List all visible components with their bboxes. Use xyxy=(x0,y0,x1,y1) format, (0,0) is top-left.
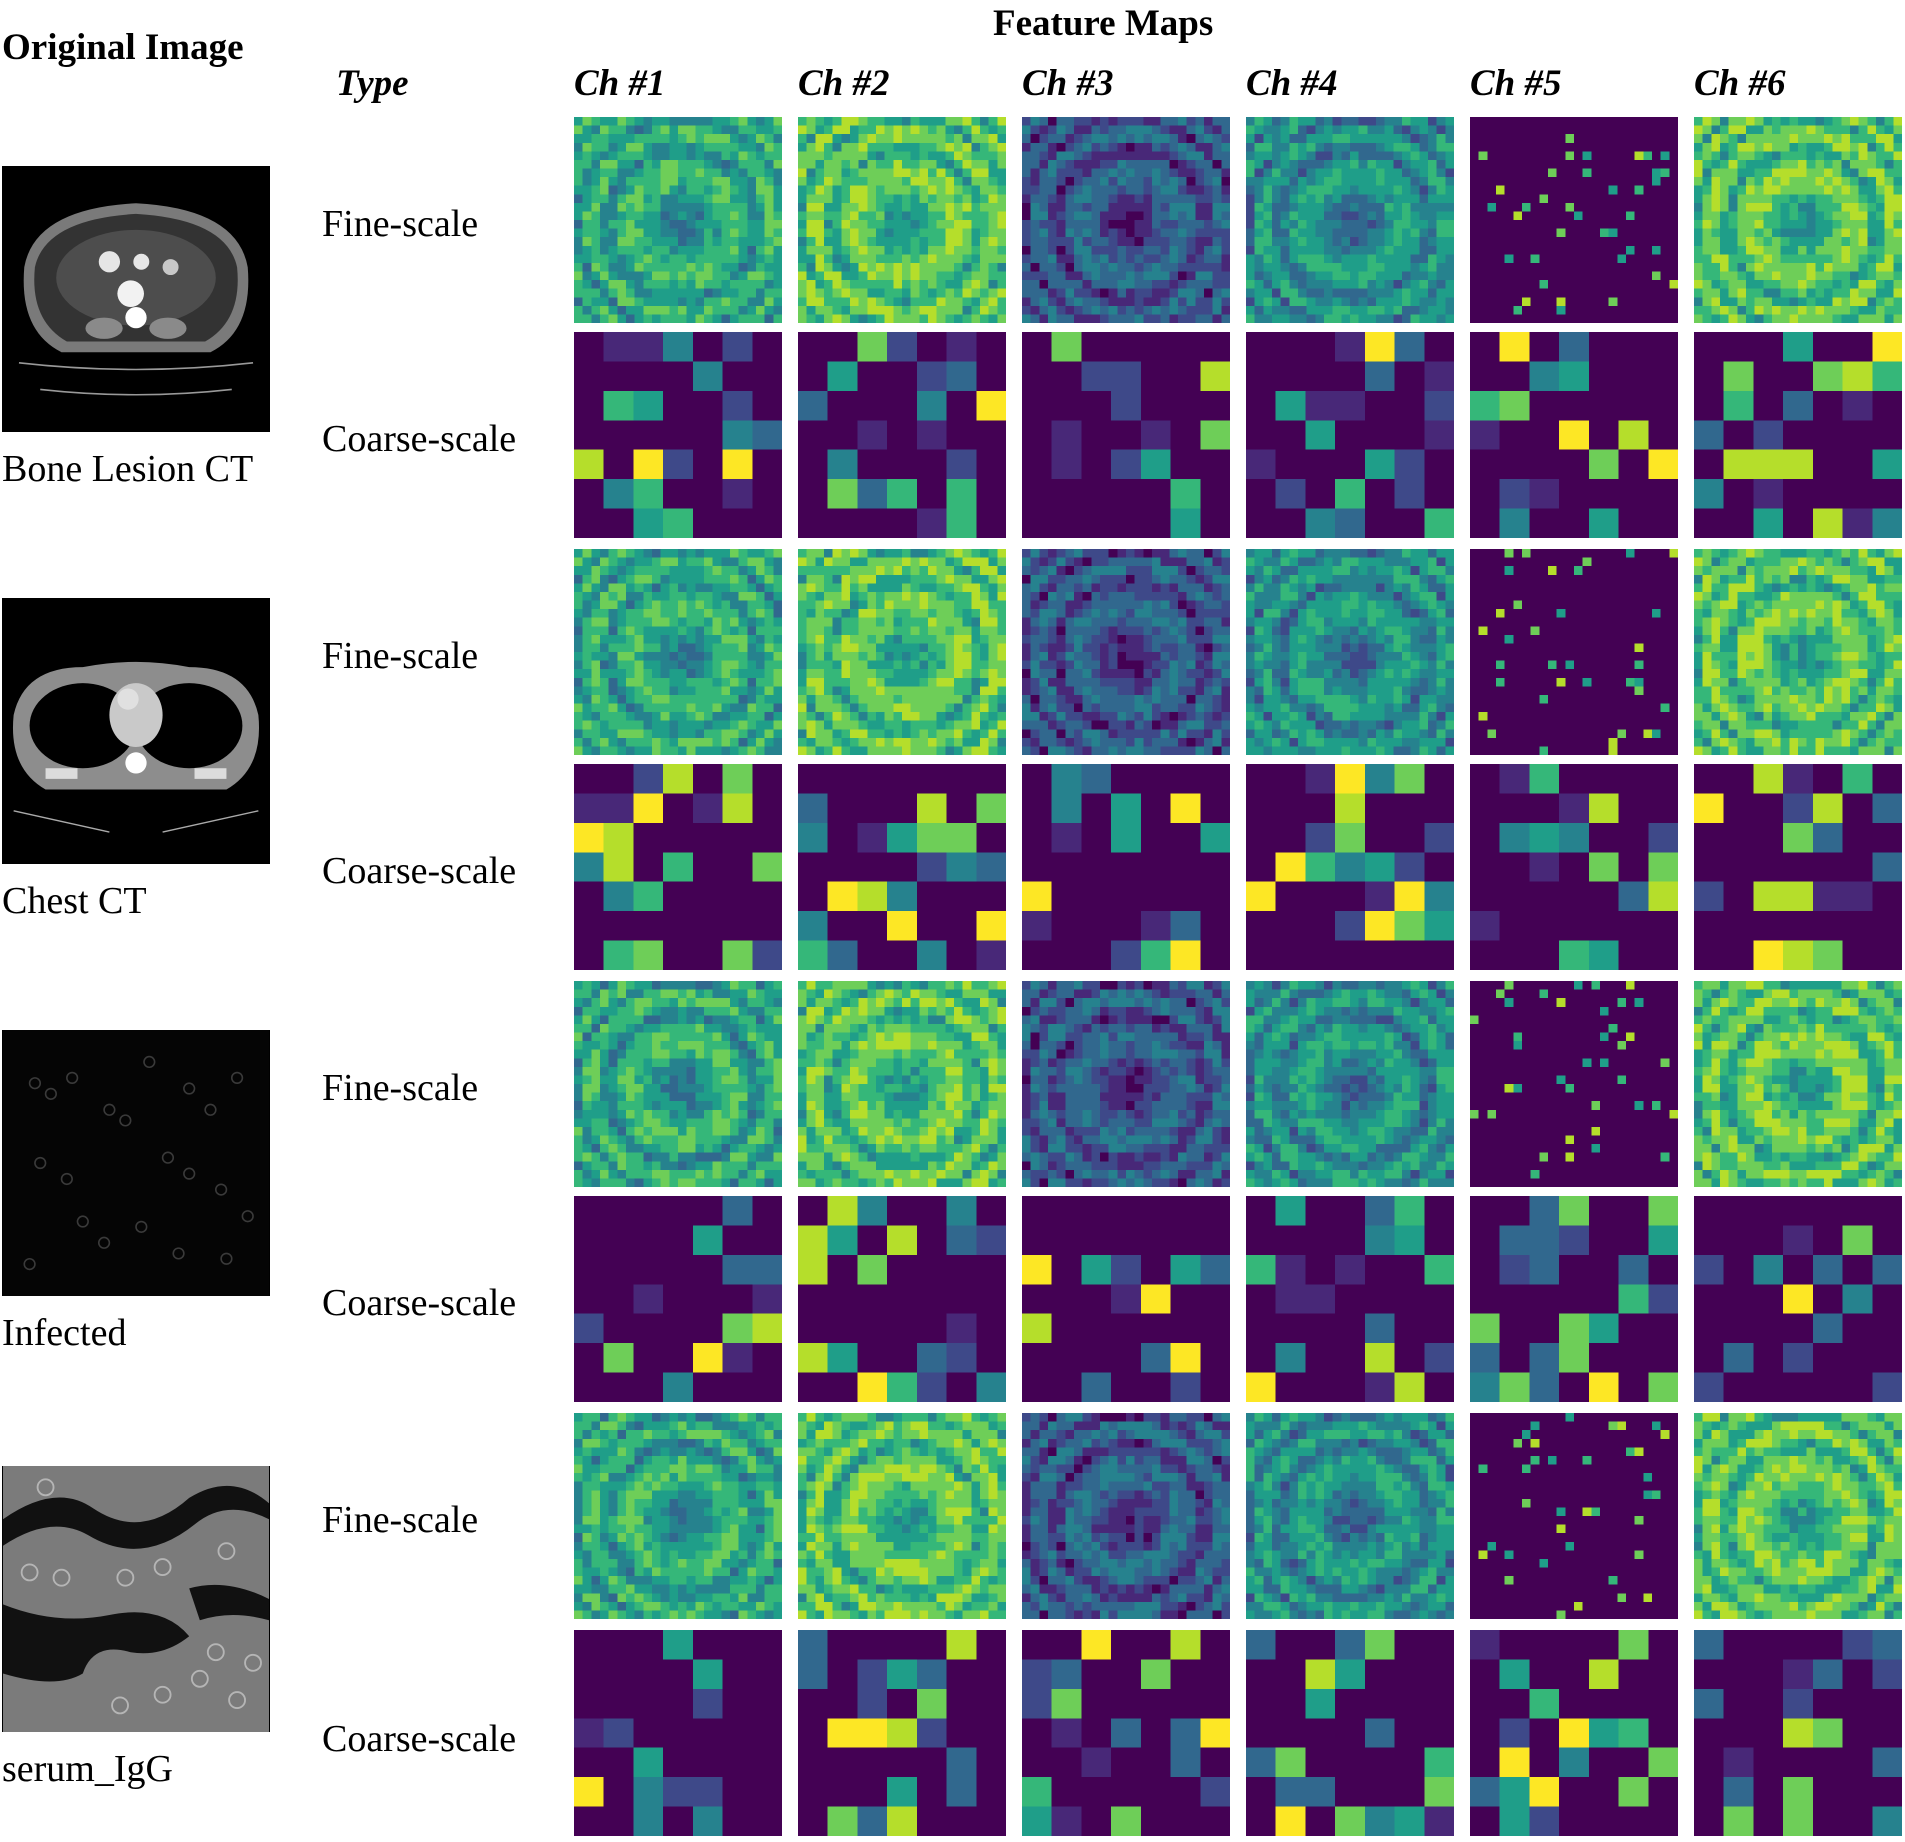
channel-header-4: Ch #4 xyxy=(1246,63,1338,104)
row-type-label: Coarse-scale xyxy=(322,1718,517,1760)
coarse-scale-feature-map-tile xyxy=(1246,1196,1454,1402)
coarse-scale-feature-map-tile xyxy=(574,1196,782,1402)
channel-header-2: Ch #2 xyxy=(798,63,890,104)
coarse-scale-feature-map-tile xyxy=(798,332,1006,538)
fine-scale-feature-map-tile xyxy=(1694,549,1902,755)
coarse-scale-feature-map-tile xyxy=(1470,1196,1678,1402)
dense-cells-micrograph-icon xyxy=(2,1466,270,1732)
fine-scale-feature-map-tile xyxy=(1246,117,1454,323)
coarse-scale-feature-map-tile xyxy=(1470,764,1678,970)
fine-scale-feature-map-tile xyxy=(574,981,782,1187)
fine-scale-feature-map-tile xyxy=(798,1413,1006,1619)
coarse-scale-feature-map-tile xyxy=(1022,1630,1230,1836)
fine-scale-feature-map-tile xyxy=(574,117,782,323)
channel-header-6: Ch #6 xyxy=(1694,63,1786,104)
sparse-cells-micrograph-icon xyxy=(2,1030,270,1296)
fine-scale-feature-map-tile xyxy=(574,1413,782,1619)
coarse-scale-feature-map-tile xyxy=(574,1630,782,1836)
fine-scale-feature-map-tile xyxy=(1694,1413,1902,1619)
row-type-label: Fine-scale xyxy=(322,1067,479,1109)
fine-scale-feature-map-tile xyxy=(1470,981,1678,1187)
channel-header-5: Ch #5 xyxy=(1470,63,1562,104)
fine-scale-feature-map-tile xyxy=(1022,1413,1230,1619)
row-type-label: Fine-scale xyxy=(322,1499,479,1541)
fine-scale-feature-map-tile xyxy=(798,981,1006,1187)
coarse-scale-feature-map-tile xyxy=(1694,764,1902,970)
coarse-scale-feature-map-tile xyxy=(1246,1630,1454,1836)
row-type-label: Fine-scale xyxy=(322,635,479,677)
feature-maps-header: Feature Maps xyxy=(993,3,1214,44)
row-type-label: Coarse-scale xyxy=(322,1282,517,1324)
sample-name-2: Chest CT xyxy=(2,880,147,922)
fine-scale-feature-map-tile xyxy=(1246,981,1454,1187)
fine-scale-feature-map-tile xyxy=(798,549,1006,755)
coarse-scale-feature-map-tile xyxy=(1022,764,1230,970)
coarse-scale-feature-map-tile xyxy=(798,1630,1006,1836)
coarse-scale-feature-map-tile xyxy=(798,764,1006,970)
fine-scale-feature-map-tile xyxy=(1694,981,1902,1187)
fine-scale-feature-map-tile xyxy=(1022,981,1230,1187)
fine-scale-feature-map-tile xyxy=(1022,549,1230,755)
coarse-scale-feature-map-tile xyxy=(1470,1630,1678,1836)
coarse-scale-feature-map-tile xyxy=(1022,332,1230,538)
coarse-scale-feature-map-tile xyxy=(1246,332,1454,538)
sample-name-3: Infected xyxy=(2,1312,127,1354)
coarse-scale-feature-map-tile xyxy=(1246,764,1454,970)
row-type-label: Coarse-scale xyxy=(322,418,517,460)
fine-scale-feature-map-tile xyxy=(1470,549,1678,755)
row-type-label: Coarse-scale xyxy=(322,850,517,892)
row-type-label: Fine-scale xyxy=(322,203,479,245)
fine-scale-feature-map-tile xyxy=(1246,1413,1454,1619)
coarse-scale-feature-map-tile xyxy=(1694,332,1902,538)
fine-scale-feature-map-tile xyxy=(1022,117,1230,323)
coarse-scale-feature-map-tile xyxy=(1470,332,1678,538)
type-header: Type xyxy=(336,63,409,104)
sample-name-1: Bone Lesion CT xyxy=(2,448,254,490)
axial-abdominal-ct-icon xyxy=(2,166,270,432)
fine-scale-feature-map-tile xyxy=(574,549,782,755)
coarse-scale-feature-map-tile xyxy=(1694,1196,1902,1402)
fine-scale-feature-map-tile xyxy=(1246,549,1454,755)
sample-name-4: serum_IgG xyxy=(2,1748,173,1790)
coarse-scale-feature-map-tile xyxy=(798,1196,1006,1402)
channel-header-1: Ch #1 xyxy=(574,63,666,104)
fine-scale-feature-map-tile xyxy=(798,117,1006,323)
fine-scale-feature-map-tile xyxy=(1470,117,1678,323)
axial-chest-ct-icon xyxy=(2,598,270,864)
original-image-header: Original Image xyxy=(2,27,244,68)
fine-scale-feature-map-tile xyxy=(1694,117,1902,323)
coarse-scale-feature-map-tile xyxy=(574,764,782,970)
coarse-scale-feature-map-tile xyxy=(1022,1196,1230,1402)
coarse-scale-feature-map-tile xyxy=(1694,1630,1902,1836)
fine-scale-feature-map-tile xyxy=(1470,1413,1678,1619)
coarse-scale-feature-map-tile xyxy=(574,332,782,538)
channel-header-3: Ch #3 xyxy=(1022,63,1114,104)
